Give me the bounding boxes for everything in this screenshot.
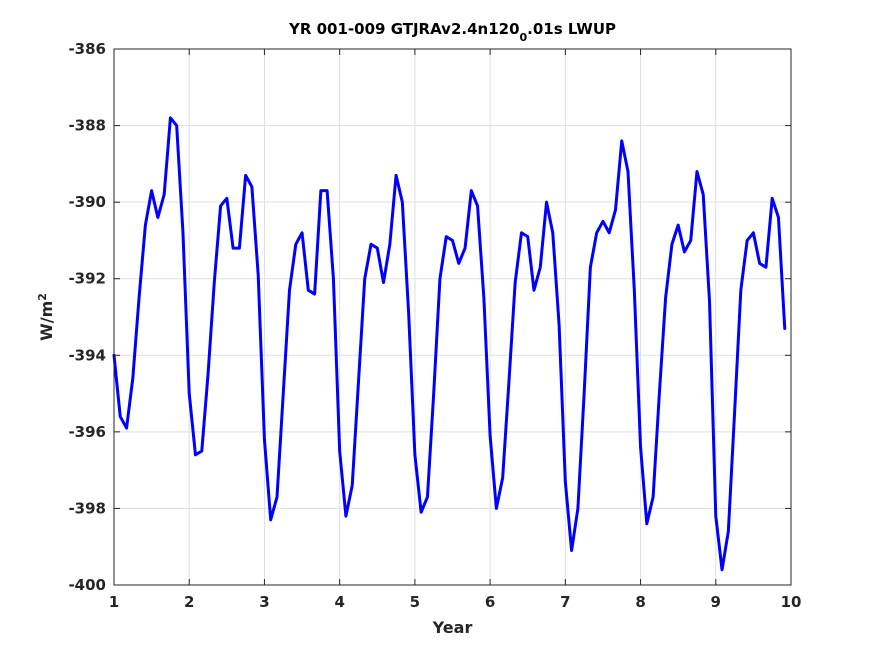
- y-tick-label: -394: [68, 346, 106, 364]
- x-tick-label: 2: [184, 593, 194, 611]
- y-tick-label: -390: [68, 193, 106, 211]
- x-tick-label: 4: [334, 593, 344, 611]
- y-tick-label: -400: [68, 576, 106, 594]
- tick-marks: [113, 48, 792, 586]
- x-tick-labels: 1 2 3 4 5 6 7 8 9 10: [109, 593, 802, 611]
- y-tick-label: -396: [68, 423, 106, 441]
- x-tick-label: 6: [485, 593, 495, 611]
- plot-area: [114, 49, 791, 585]
- y-axis-label-superscript: 2: [36, 293, 49, 301]
- y-tick-labels: -400 -398 -396 -394 -392 -390 -388 -386: [68, 40, 106, 594]
- y-tick-label: -388: [68, 117, 106, 135]
- x-tick-label: 1: [109, 593, 119, 611]
- series-layer: [112, 116, 787, 572]
- x-tick-label: 9: [711, 593, 721, 611]
- y-tick-label: -392: [68, 270, 106, 288]
- y-axis-label: W/m2: [36, 293, 57, 341]
- chart-title-suffix: .01s LWUP: [527, 20, 616, 38]
- y-axis-label-base: W/m: [37, 301, 56, 341]
- series-line: [112, 116, 787, 572]
- chart-title-main: YR 001-009 GTJRAv2.4n120: [288, 20, 520, 38]
- chart-title: YR 001-009 GTJRAv2.4n1200.01s LWUP: [288, 20, 616, 44]
- x-axis-label: Year: [432, 618, 473, 637]
- y-tick-label: -386: [68, 40, 106, 58]
- y-tick-label: -398: [68, 499, 106, 517]
- x-tick-label: 7: [560, 593, 570, 611]
- x-tick-label: 5: [410, 593, 420, 611]
- axes-box: [113, 48, 792, 586]
- chart-title-subscript: 0: [520, 31, 528, 44]
- x-tick-label: 10: [781, 593, 802, 611]
- x-tick-label: 3: [259, 593, 269, 611]
- x-tick-label: 8: [635, 593, 645, 611]
